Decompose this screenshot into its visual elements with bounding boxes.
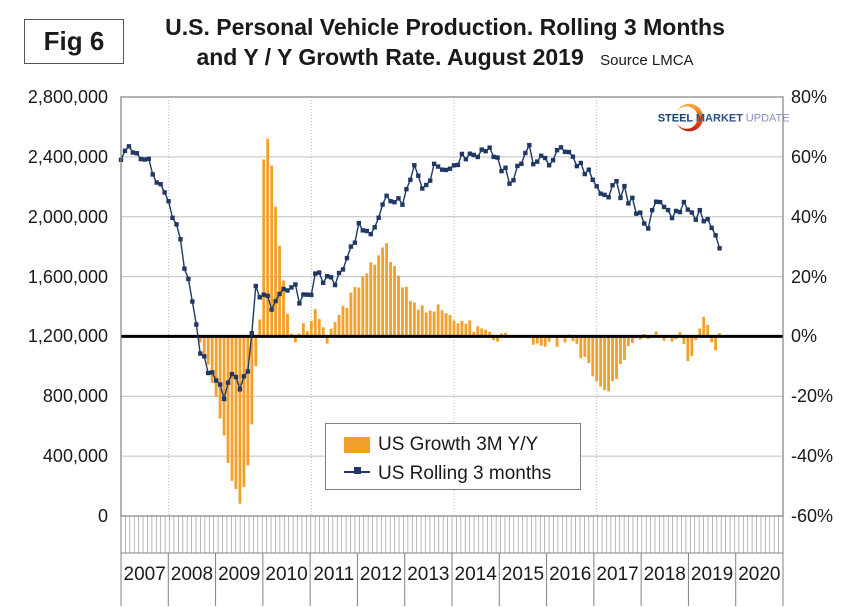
svg-text:MARKET: MARKET xyxy=(696,113,743,125)
svg-text:STEEL: STEEL xyxy=(658,113,694,125)
svg-text:UPDATE: UPDATE xyxy=(746,113,790,125)
